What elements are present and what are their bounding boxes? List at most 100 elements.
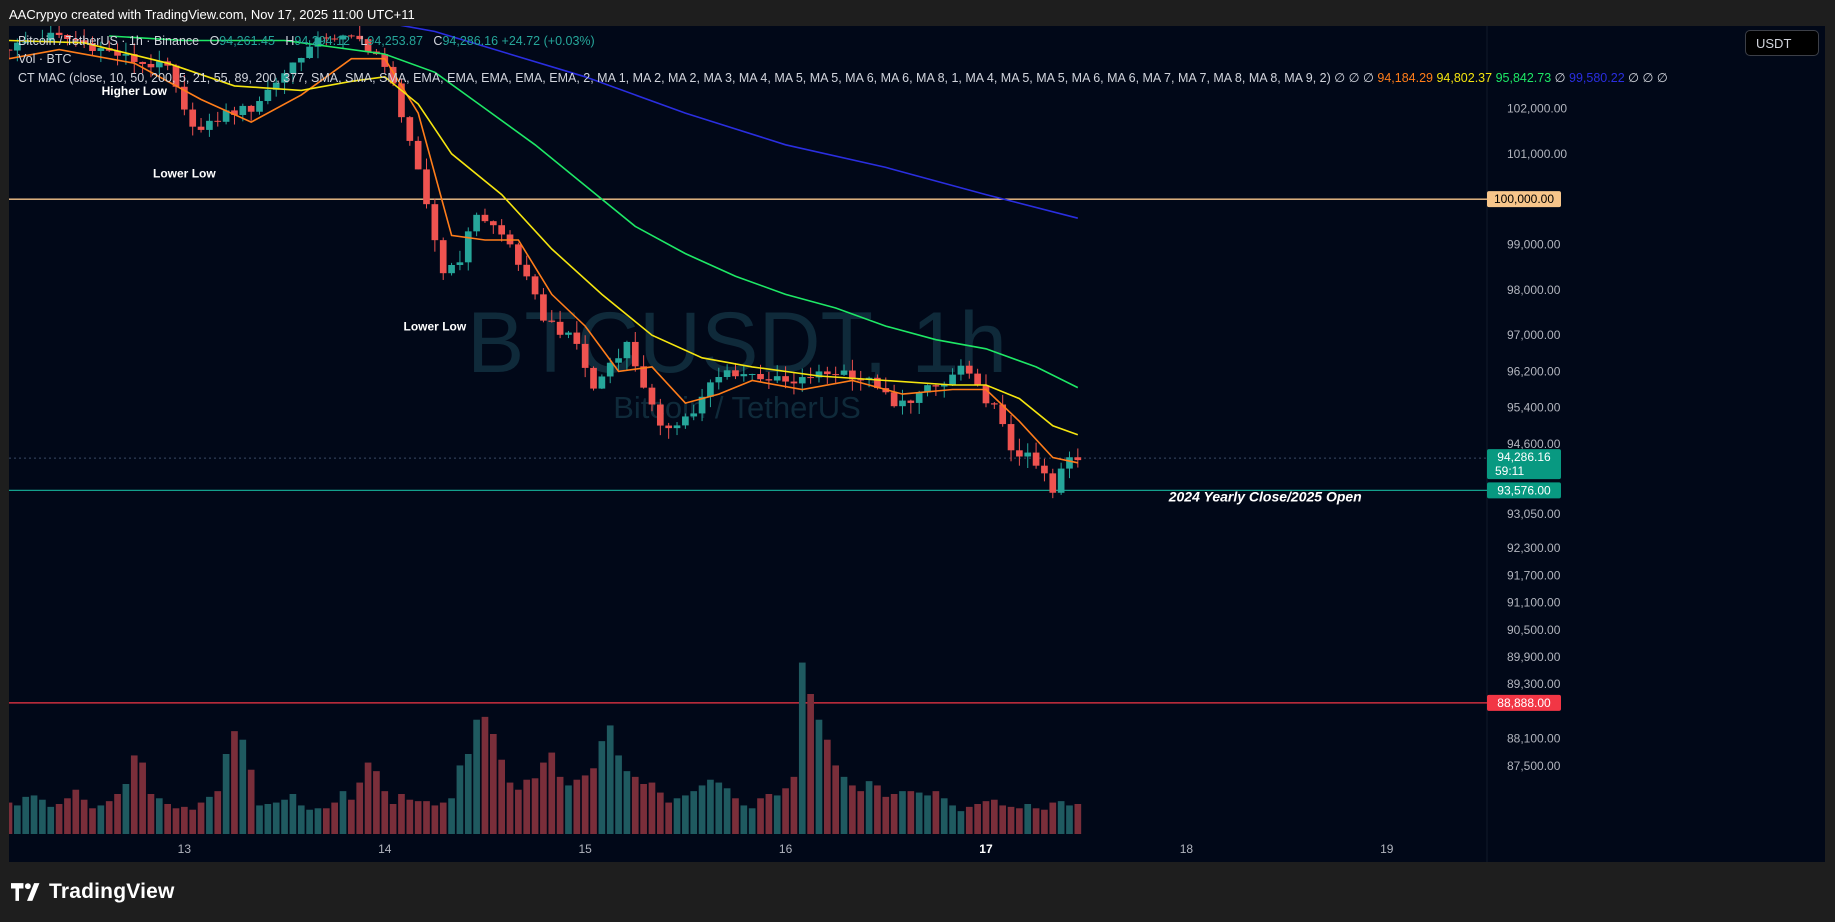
- candle-body: [1016, 450, 1023, 457]
- candle-body: [481, 214, 489, 222]
- volume-bar: [139, 762, 146, 834]
- volume-bar: [164, 804, 171, 834]
- candle-body: [598, 376, 606, 389]
- candle-body: [473, 214, 480, 232]
- ohlc-l: L94,253.87: [360, 34, 423, 48]
- y-tick-label: 95,400.00: [1507, 401, 1561, 415]
- candle-body: [22, 42, 30, 44]
- volume-bar: [690, 791, 698, 834]
- watermark-ticker: BTCUSDT, 1h: [467, 295, 1007, 391]
- candle-body: [281, 73, 288, 83]
- volume-bar: [765, 794, 773, 834]
- volume-bar: [849, 785, 856, 834]
- volume-bar: [464, 754, 472, 834]
- candle-body: [573, 332, 581, 344]
- ma-line: [9, 48, 1078, 464]
- candle-body: [89, 43, 96, 51]
- y-tick-label: 97,000.00: [1507, 328, 1561, 342]
- candle-body: [431, 204, 439, 241]
- chart-panel[interactable]: BTCUSDT, 1h Bitcoin / TetherUS 102,000.00 1…: [9, 26, 1825, 862]
- x-tick-label: 19: [1380, 842, 1394, 856]
- candle-body: [631, 341, 639, 367]
- candle-body: [147, 63, 155, 68]
- candle-body: [924, 385, 931, 393]
- y-tick-label: 88,100.00: [1507, 732, 1561, 746]
- volume-bar: [515, 789, 522, 834]
- volume-bar: [130, 755, 138, 834]
- candle-body: [823, 371, 831, 375]
- candle-body: [222, 110, 230, 122]
- candle-body: [406, 117, 414, 141]
- volume-bar: [389, 804, 397, 834]
- volume-bar: [556, 776, 564, 834]
- volume-bar: [1024, 804, 1032, 834]
- currency-selector[interactable]: USDT: [1745, 30, 1819, 56]
- ma-tail: ∅ ∅ ∅: [1628, 71, 1668, 85]
- volume-bar: [698, 785, 706, 834]
- symbol-name: Bitcoin / TetherUS · 1h · Binance: [18, 34, 200, 48]
- volume-bar: [423, 801, 430, 834]
- candle-body: [915, 392, 923, 403]
- candle-body: [1024, 452, 1032, 457]
- x-tick-label: 14: [378, 842, 392, 856]
- volume-bar: [1057, 801, 1065, 834]
- candle-body: [765, 379, 773, 381]
- volume-bar: [64, 798, 71, 834]
- volume-bar: [840, 776, 848, 834]
- volume-bar: [214, 791, 222, 834]
- candle-body: [389, 66, 397, 84]
- price-label: 88,888.00: [1497, 696, 1551, 710]
- volume-bar: [22, 796, 30, 834]
- candles-group: [9, 26, 1082, 499]
- volume-bar: [748, 808, 756, 834]
- candle-body: [464, 231, 472, 263]
- y-tick-label: 94,600.00: [1507, 437, 1561, 451]
- volume-bar: [957, 811, 965, 834]
- candle-body: [949, 374, 956, 385]
- volume-bar: [631, 776, 639, 834]
- candle-body: [1049, 473, 1057, 493]
- volume-bar: [1007, 806, 1015, 834]
- ohlc-c: C94,286.16: [433, 34, 499, 48]
- candle-body: [815, 371, 823, 378]
- volume-bar: [314, 808, 322, 834]
- volume-bar: [381, 791, 389, 834]
- candle-body: [606, 362, 614, 377]
- volume-bar: [865, 781, 873, 834]
- ma-value-3: 95,842.73: [1495, 71, 1552, 85]
- volume-bar: [598, 741, 606, 834]
- candle-body: [849, 370, 856, 380]
- candle-body: [782, 376, 789, 382]
- candle-body: [322, 37, 330, 39]
- price-label: 100,000.00: [1494, 192, 1554, 206]
- candle-body: [80, 40, 88, 44]
- volume-bar: [498, 759, 506, 834]
- candle-body: [381, 54, 389, 67]
- candle-body: [489, 221, 497, 226]
- candle-body: [740, 374, 748, 377]
- volume-bar: [356, 782, 364, 834]
- candle-body: [990, 403, 998, 405]
- ma-value-4: 99,580.22: [1569, 71, 1625, 85]
- ohlc-change: +24.72 (+0.03%): [501, 34, 595, 48]
- volume-bar: [72, 789, 80, 834]
- y-tick-label: 91,100.00: [1507, 596, 1561, 610]
- y-tick-label: 92,300.00: [1507, 541, 1561, 555]
- volume-bar: [924, 795, 931, 834]
- volume-bar: [306, 809, 313, 834]
- candle-body: [139, 61, 146, 64]
- candle-body: [456, 262, 464, 265]
- volume-bar: [823, 739, 831, 834]
- volume-bar: [206, 796, 213, 834]
- volume-bar: [14, 805, 21, 834]
- candle-body: [581, 343, 589, 368]
- candle-body: [314, 37, 322, 47]
- volume-bar: [940, 798, 948, 834]
- tradingview-logo[interactable]: TradingView: [11, 880, 175, 904]
- candle-body: [398, 83, 405, 118]
- candle-body: [306, 46, 313, 58]
- volume-legend: Vol · BTC: [18, 52, 72, 66]
- candle-body: [665, 425, 673, 429]
- candle-body: [289, 62, 297, 74]
